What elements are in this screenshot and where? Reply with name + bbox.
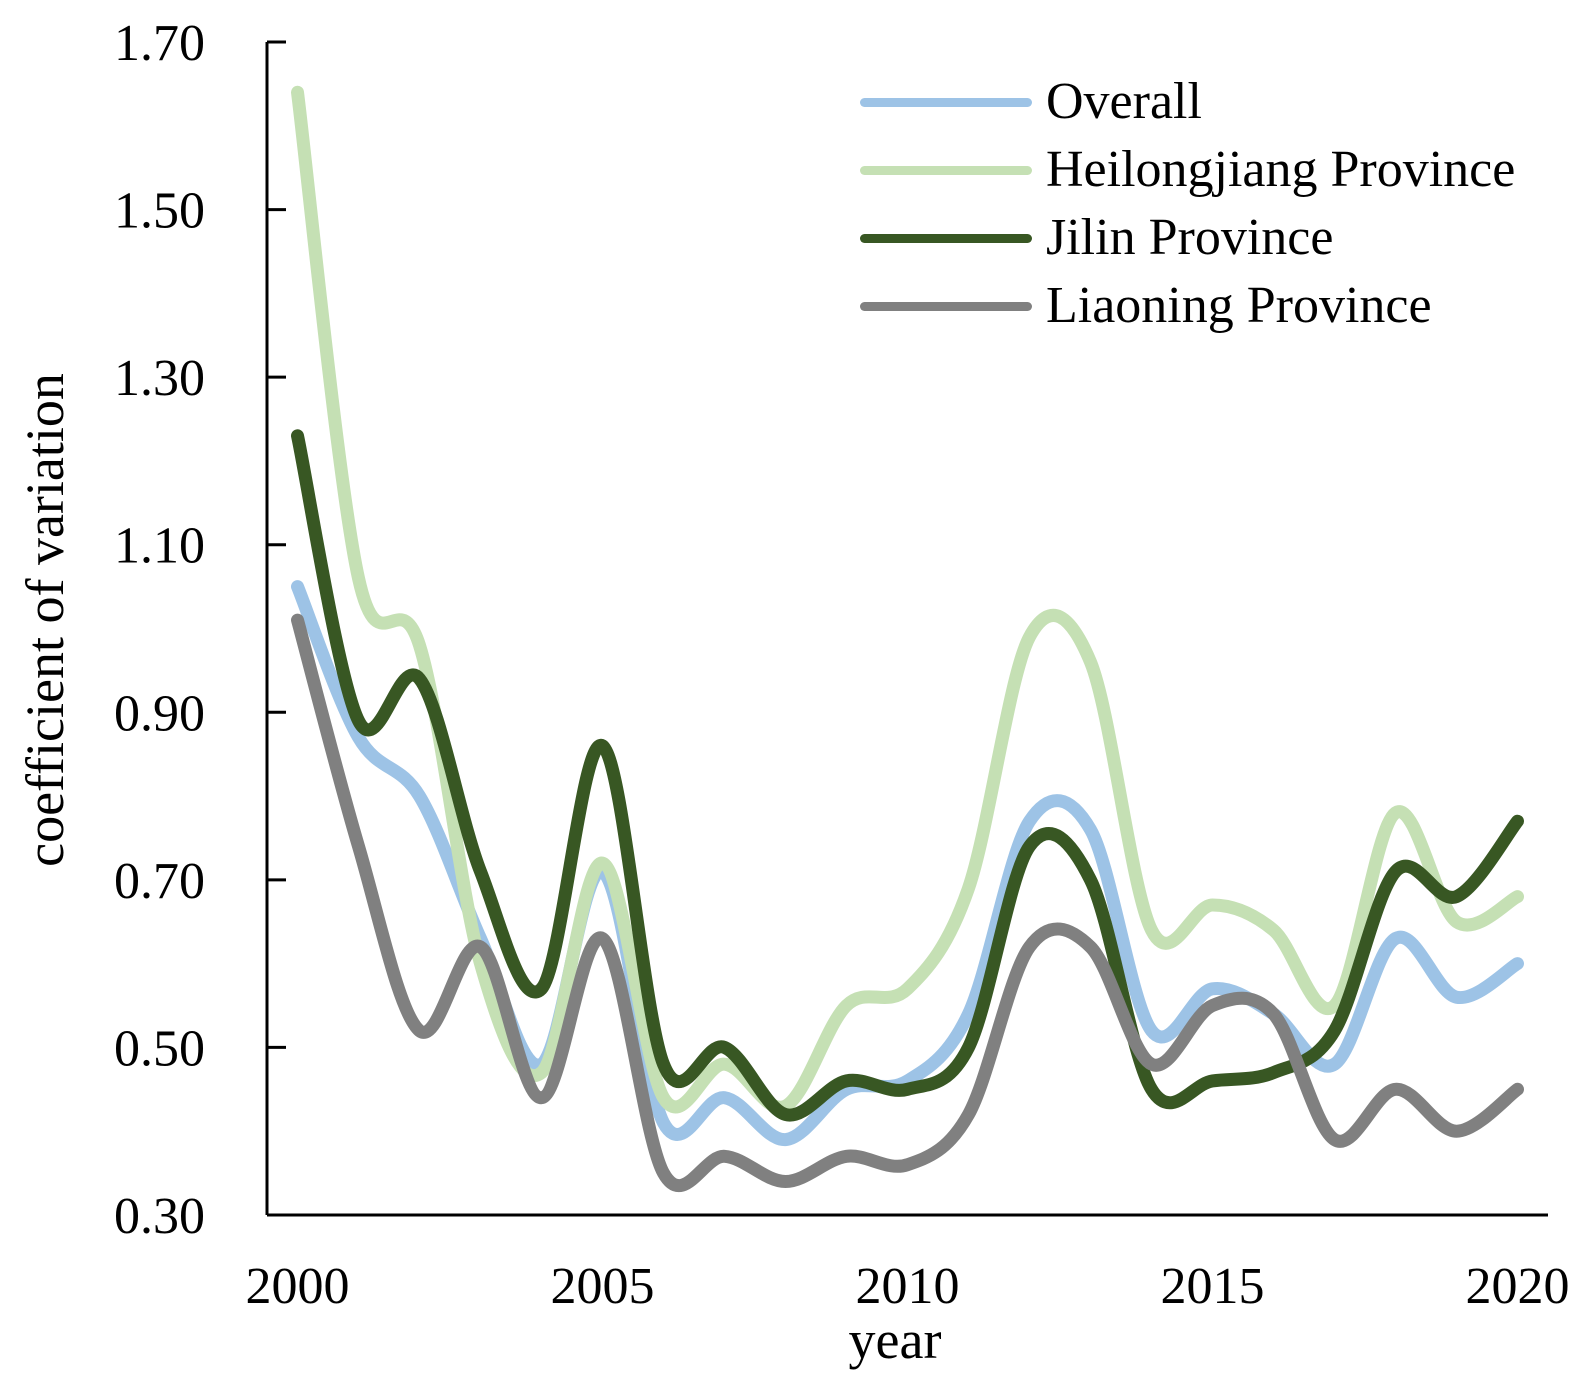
axis-ticks <box>267 40 286 1217</box>
x-tick-label: 2015 <box>1161 1258 1265 1315</box>
legend-swatch-heilongjiang <box>860 165 1032 175</box>
x-tick-label: 2005 <box>551 1258 655 1315</box>
y-tick-label: 1.50 <box>114 183 205 240</box>
y-tick-label: 0.90 <box>114 685 205 742</box>
legend: Overall Heilongjiang Province Jilin Prov… <box>860 68 1515 340</box>
axes <box>265 42 1548 1217</box>
legend-row-liaoning: Liaoning Province <box>860 272 1515 340</box>
y-tick-label: 0.50 <box>114 1020 205 1077</box>
y-tick-label: 1.30 <box>114 350 205 407</box>
x-tick-label: 2020 <box>1466 1258 1570 1315</box>
legend-row-overall: Overall <box>860 68 1515 136</box>
x-tick-label: 2010 <box>856 1258 960 1315</box>
legend-swatch-liaoning <box>860 301 1032 311</box>
legend-row-jilin: Jilin Province <box>860 204 1515 272</box>
legend-label-heilongjiang: Heilongjiang Province <box>1046 141 1516 198</box>
x-tick-label: 2000 <box>246 1258 350 1315</box>
series-line-heilongjiang-province <box>291 85 1524 1114</box>
legend-swatch-overall <box>860 97 1032 107</box>
legend-label-overall: Overall <box>1046 73 1202 130</box>
y-tick-label: 0.70 <box>114 853 205 910</box>
axis-tick-labels: 1.70 1.50 1.30 1.10 0.90 0.70 0.50 0.30 2000 2005… <box>114 15 1570 1315</box>
x-axis-title: year <box>848 1310 942 1370</box>
series-line-liaoning-province <box>291 613 1524 1192</box>
legend-label-liaoning: Liaoning Province <box>1046 277 1432 334</box>
y-axis-title: coefficient of variation <box>15 373 75 867</box>
legend-swatch-jilin <box>860 233 1032 243</box>
y-tick-label: 1.10 <box>114 518 205 575</box>
data-series <box>291 85 1524 1192</box>
y-tick-label: 1.70 <box>114 15 205 72</box>
y-tick-label: 0.30 <box>114 1188 205 1245</box>
legend-row-heilongjiang: Heilongjiang Province <box>860 136 1515 204</box>
legend-label-jilin: Jilin Province <box>1046 209 1334 266</box>
